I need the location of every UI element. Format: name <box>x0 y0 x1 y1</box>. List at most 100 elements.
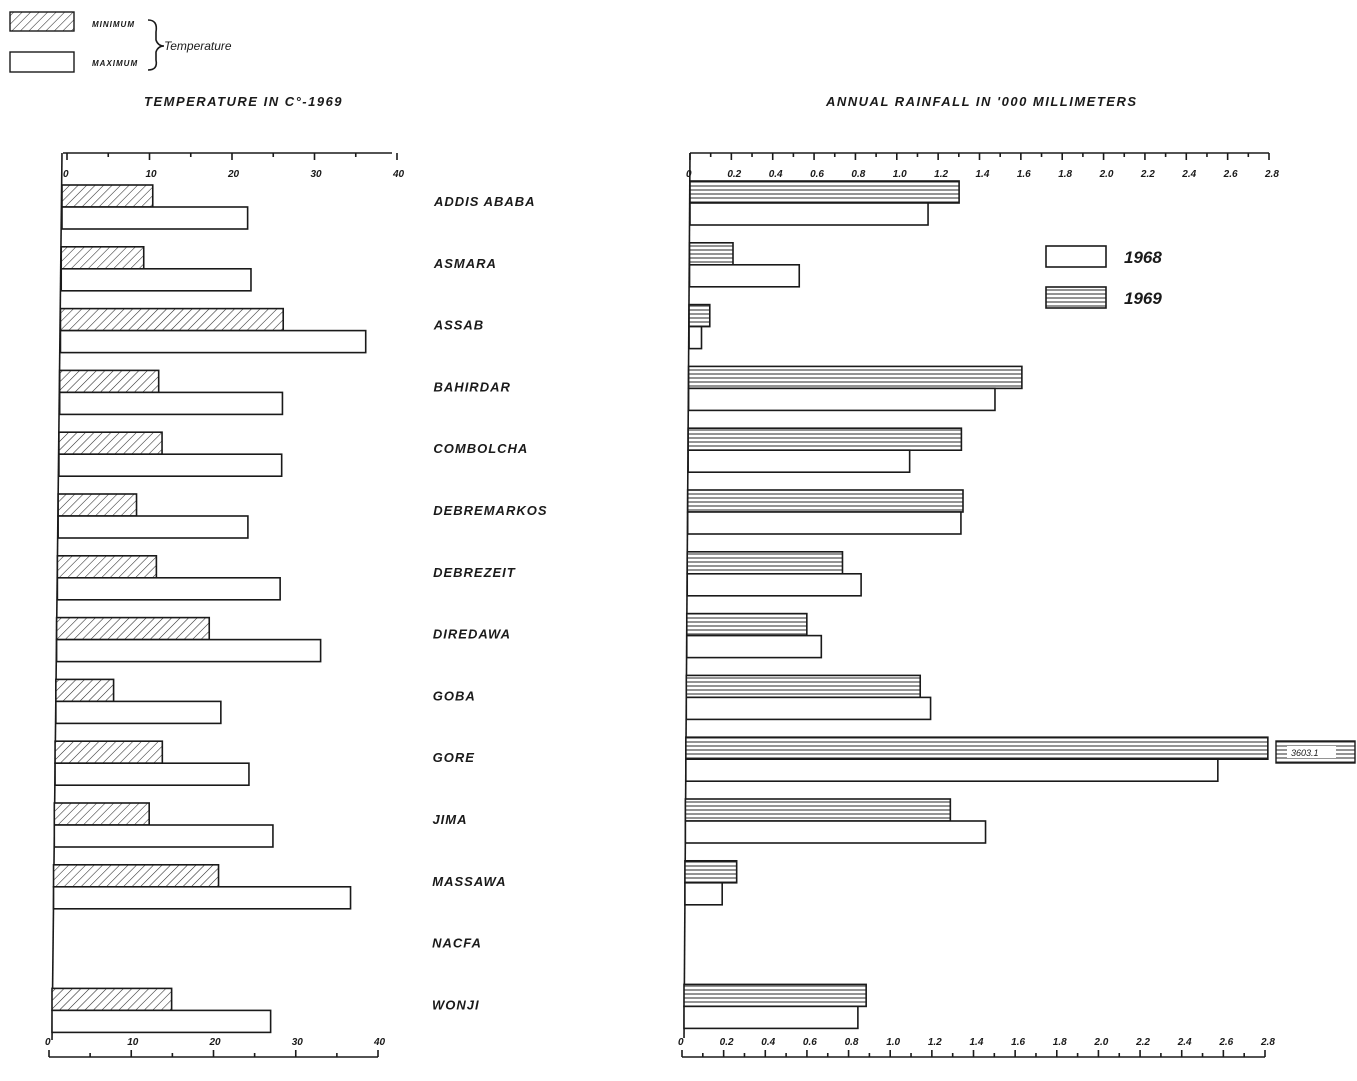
temperature-maximum-bar <box>53 824 274 848</box>
legend-1969-swatch <box>1045 286 1107 309</box>
temperature-minimum-bar <box>57 493 138 517</box>
rainfall-bottom-tick-label: 0.6 <box>803 1037 817 1048</box>
temperature-top-ticks: 0 10 20 30 40 <box>63 153 405 180</box>
station-label: NACFA <box>432 936 482 951</box>
legend-1969-label: 1969 <box>1124 289 1162 308</box>
rainfall-top-ticks: 0 0.2 0.4 0.6 0.8 1.0 1.2 1.4 1.6 1.8 2.0 2.2 2.4 2.6… <box>686 153 1279 180</box>
rainfall-bottom-tick-label: 2.8 <box>1260 1037 1275 1048</box>
rainfall-chart: ANNUAL RAINFALL IN '000 MILLIMETERS 0 0.2… <box>678 94 1356 1058</box>
rainfall-1968-bar <box>683 1005 859 1030</box>
temperature-maximum-bar <box>61 206 249 230</box>
rainfall-bottom-tick-label: 1.0 <box>886 1037 900 1048</box>
temperature-minimum-bar <box>53 802 150 826</box>
rainfall-1968-bar <box>687 387 996 412</box>
temperature-minimum-bar <box>58 431 163 456</box>
rainfall-1968-bar <box>685 758 1219 783</box>
station-label: COMBOLCHA <box>433 441 528 456</box>
rainfall-bottom-tick-label: 1.4 <box>970 1037 984 1048</box>
legend-group-label: Temperature <box>164 39 232 53</box>
temperature-minimum-bar <box>55 678 115 703</box>
temperature-minimum-bar <box>55 616 211 641</box>
rainfall-1968-bar <box>684 881 723 906</box>
rainfall-top-tick-label: 2.4 <box>1181 169 1196 180</box>
station-label: MASSAWA <box>432 874 506 889</box>
temperature-maximum-bar <box>54 762 250 787</box>
temperature-bottom-ticks: 0 10 20 30 40 <box>45 1037 386 1057</box>
rainfall-top-tick-label: 0.2 <box>727 169 741 180</box>
rainfall-bottom-tick-label: 2.2 <box>1135 1037 1150 1048</box>
temperature-top-tick-label: 10 <box>146 169 158 180</box>
rainfall-1968-bar <box>684 820 987 844</box>
rainfall-top-tick-label: 1.2 <box>934 169 948 180</box>
rainfall-1969-bar <box>685 736 1269 761</box>
temperature-maximum-bar <box>58 391 284 416</box>
temperature-bars <box>51 184 367 1034</box>
legend-brace <box>147 19 165 71</box>
temperature-bottom-tick-label: 30 <box>292 1037 304 1048</box>
temperature-top-tick-label: 20 <box>227 169 240 180</box>
station-label: ASSAB <box>433 318 485 333</box>
gore-overflow-annotation: 3603.1 <box>1291 748 1319 758</box>
rainfall-1969-bar <box>685 612 808 637</box>
rainfall-bottom-tick-label: 0.8 <box>845 1037 859 1048</box>
legend-minimum-swatch <box>9 11 75 32</box>
rainfall-bars <box>683 180 1269 1030</box>
legend-1968-label: 1968 <box>1124 248 1162 267</box>
temperature-legend: MINIMUM MAXIMUM Temperature <box>9 11 232 73</box>
gore-overflow-label-bg <box>1287 746 1336 758</box>
rainfall-1969-bar <box>686 550 844 575</box>
rainfall-1969-bar <box>685 674 922 699</box>
temperature-bottom-tick-label: 20 <box>209 1037 222 1048</box>
rainfall-bottom-tick-label: 2.0 <box>1093 1037 1108 1048</box>
rainfall-top-tick-label: 2.6 <box>1223 169 1238 180</box>
temperature-maximum-bar <box>60 267 252 292</box>
rainfall-top-tick-label: 2.8 <box>1264 169 1279 180</box>
temperature-chart: TEMPERATURE IN C°-1969 0 10 20 30 40 0 10 20 30… <box>45 94 405 1058</box>
rainfall-1968-bar <box>689 202 929 226</box>
station-label: DEBREMARKOS <box>433 503 547 518</box>
station-label: ASMARA <box>433 256 497 271</box>
rainfall-1968-bar <box>686 511 962 535</box>
temperature-maximum-bar <box>55 638 322 663</box>
rainfall-top-tick-label: 1.4 <box>976 169 990 180</box>
rainfall-top-tick-label: 1.8 <box>1058 169 1072 180</box>
rainfall-top-tick-label: 2.2 <box>1140 169 1155 180</box>
rainfall-1969-bar <box>687 365 1023 390</box>
legend-minimum-label: MINIMUM <box>92 20 135 29</box>
legend-maximum-label: MAXIMUM <box>92 59 138 68</box>
legend-maximum-swatch <box>9 51 75 73</box>
temperature-minimum-bar <box>56 554 158 579</box>
temperature-maximum-bar <box>55 700 222 725</box>
station-label: ADDIS ABABA <box>433 194 536 209</box>
rainfall-bottom-tick-label: 1.8 <box>1053 1037 1067 1048</box>
rainfall-1968-bar <box>688 325 703 350</box>
station-labels: ADDIS ABABA ASMARA ASSAB BAHIRDAR COMBOLCHA D… <box>432 194 547 1012</box>
rainfall-legend: 1968 1969 <box>1045 245 1162 309</box>
temperature-minimum-bar <box>58 369 160 394</box>
rainfall-bottom-tick-label: 2.4 <box>1177 1037 1192 1048</box>
rainfall-top-tick-label: 1.0 <box>893 169 907 180</box>
temperature-chart-title: TEMPERATURE IN C°-1969 <box>144 94 343 109</box>
temperature-minimum-bar <box>54 740 164 765</box>
rainfall-1968-bar <box>685 696 932 721</box>
legend-1968-swatch <box>1045 245 1107 268</box>
temperature-minimum-bar <box>52 863 220 888</box>
rainfall-top-tick-label: 2.0 <box>1099 169 1114 180</box>
station-label: WONJI <box>432 997 480 1012</box>
temperature-maximum-bar <box>51 1009 272 1034</box>
rainfall-1969-bar <box>686 489 964 513</box>
station-label: DEBREZEIT <box>433 565 516 580</box>
temperature-minimum-bar <box>61 184 154 208</box>
rainfall-1969-bar <box>684 798 952 822</box>
temperature-minimum-bar <box>60 246 145 270</box>
rainfall-bottom-tick-label: 0.4 <box>761 1037 775 1048</box>
rainfall-1969-bar <box>688 303 711 328</box>
rainfall-1968-bar <box>686 572 862 597</box>
rainfall-top-tick-label: 1.6 <box>1017 169 1031 180</box>
rainfall-chart-title: ANNUAL RAINFALL IN '000 MILLIMETERS <box>825 94 1138 109</box>
rainfall-bottom-tick-label: 1.6 <box>1011 1037 1025 1048</box>
station-label: GORE <box>433 750 475 765</box>
rainfall-1969-bar <box>689 180 960 204</box>
rainfall-bottom-tick-label: 1.2 <box>928 1037 942 1048</box>
